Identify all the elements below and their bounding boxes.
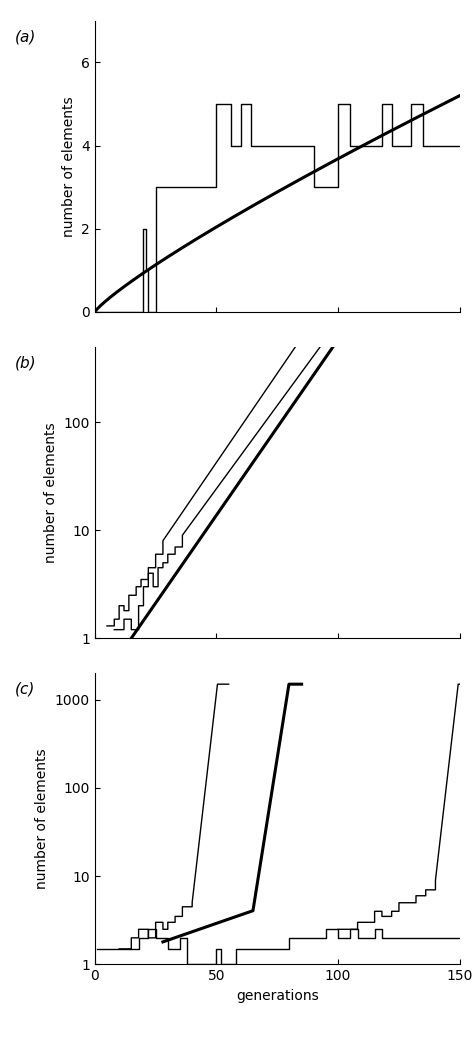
Y-axis label: number of elements: number of elements xyxy=(44,422,58,563)
Text: (b): (b) xyxy=(15,356,36,370)
X-axis label: generations: generations xyxy=(236,989,319,1003)
Y-axis label: number of elements: number of elements xyxy=(35,749,49,889)
Text: (a): (a) xyxy=(15,29,36,45)
Y-axis label: number of elements: number of elements xyxy=(62,96,75,236)
Text: (c): (c) xyxy=(15,682,35,697)
